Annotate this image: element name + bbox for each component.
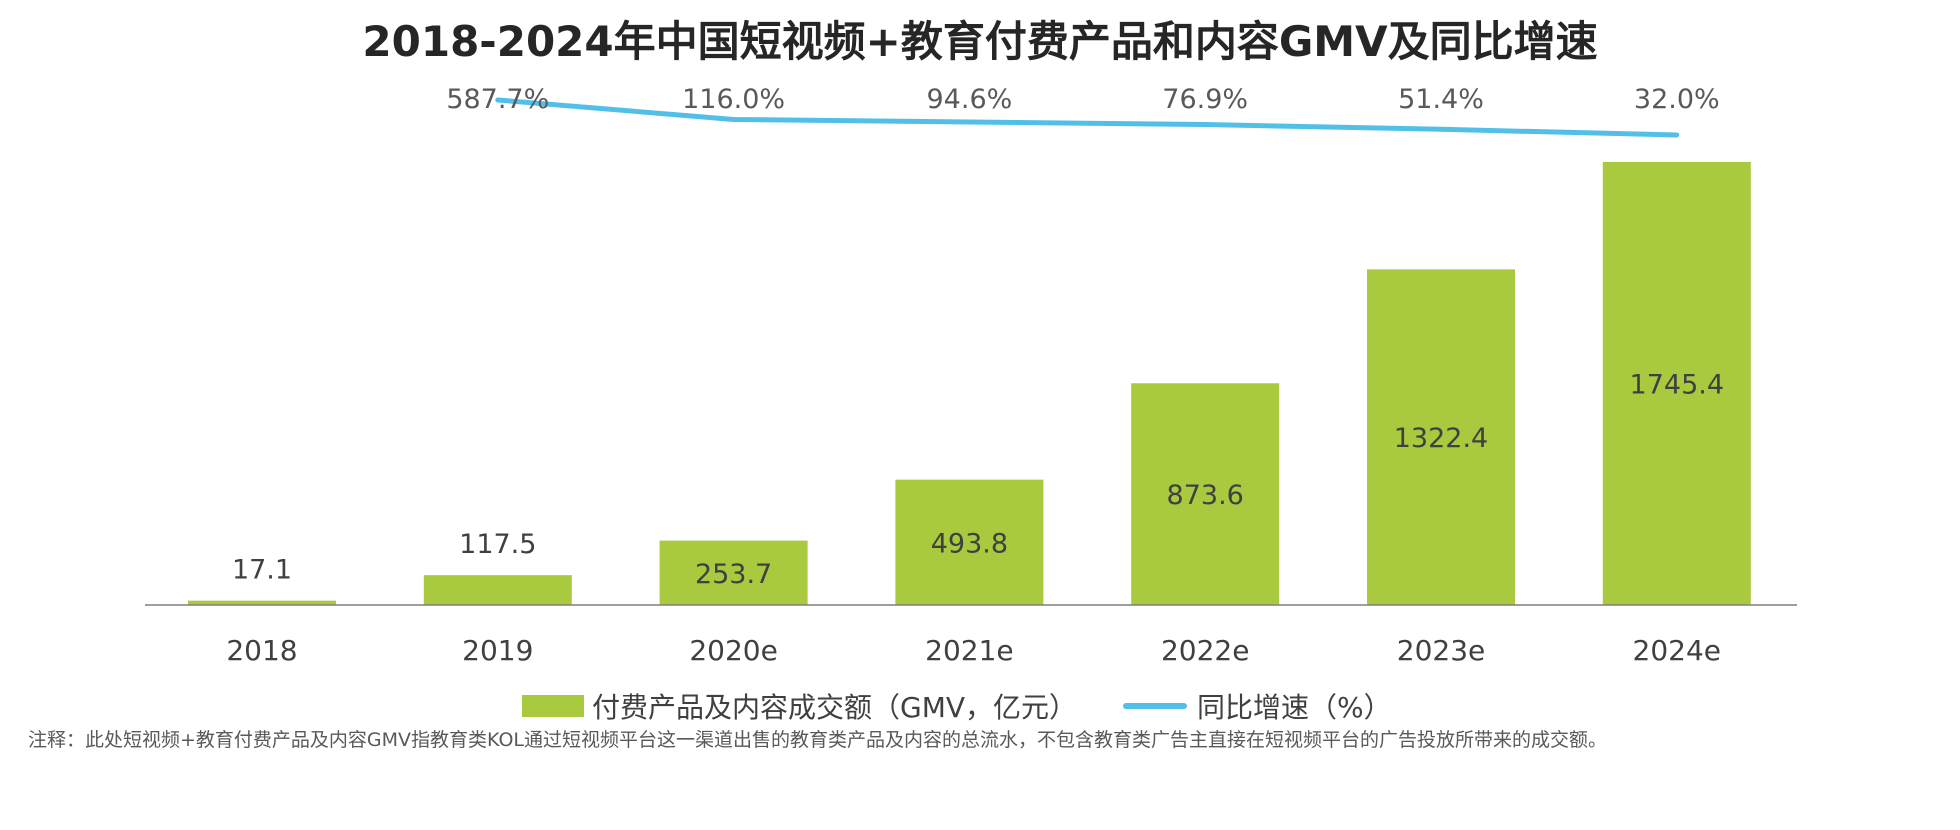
legend-growth-label: 同比增速（%）	[1197, 691, 1392, 724]
growth-label-2024e: 32.0%	[1634, 84, 1720, 115]
bar-value-label-2021e: 493.8	[931, 528, 1008, 559]
legend-item-growth: 同比增速（%）	[1123, 686, 1392, 726]
bar-value-label-2022e: 873.6	[1167, 480, 1244, 511]
legend-line-swatch-icon	[1123, 703, 1188, 709]
legend-bar-swatch-icon	[522, 695, 584, 717]
bar-2019	[423, 575, 572, 605]
x-tick-label-2024e: 2024e	[1633, 634, 1721, 667]
footnote: 注释：此处短视频+教育付费产品及内容GMV指教育类KOL通过短视频平台这一渠道出…	[28, 729, 1607, 751]
bar-2021e	[895, 479, 1044, 605]
x-tick-label-2019: 2019	[462, 634, 533, 667]
growth-line	[495, 97, 1680, 138]
bar-value-label-2024e: 1745.4	[1630, 370, 1724, 401]
legend: 付费产品及内容成交额（GMV，亿元） 同比增速（%）	[522, 686, 1438, 726]
bar-value-label-2019: 117.5	[459, 529, 536, 560]
bar-2023e	[1367, 269, 1515, 605]
growth-label-2021e: 94.6%	[927, 84, 1013, 115]
chart-title: 2018-2024年中国短视频+教育付费产品和内容GMV及同比增速	[362, 17, 1598, 66]
growth-label-2019: 587.7%	[446, 84, 549, 115]
legend-item-gmv: 付费产品及内容成交额（GMV，亿元）	[522, 686, 1077, 726]
x-tick-label-2021e: 2021e	[925, 634, 1013, 667]
legend-gmv-label: 付费产品及内容成交额（GMV，亿元）	[592, 691, 1078, 724]
x-tick-labels: 2018 2019 2020e 2021e 2022e 2023e 2024e	[226, 634, 1721, 667]
x-tick-label-2020e: 2020e	[689, 634, 777, 667]
growth-label-2020e: 116.0%	[682, 84, 785, 115]
bars-layer: 17.1 117.5 253.7 493.8 873.6 1322.4 1745.4	[188, 162, 1751, 605]
bar-2020e	[659, 540, 808, 605]
x-tick-label-2018: 2018	[226, 634, 297, 667]
growth-label-2023e: 51.4%	[1398, 84, 1484, 115]
x-tick-label-2022e: 2022e	[1161, 634, 1249, 667]
growth-line-layer: 587.7% 116.0% 94.6% 76.9% 51.4% 32.0%	[446, 84, 1720, 138]
bar-2022e	[1131, 383, 1280, 605]
bar-value-label-2018: 17.1	[232, 555, 292, 586]
bar-value-label-2020e: 253.7	[695, 559, 772, 590]
bar-2024e	[1602, 162, 1751, 605]
bar-value-label-2023e: 1322.4	[1394, 423, 1488, 454]
x-tick-label-2023e: 2023e	[1397, 634, 1485, 667]
growth-label-2022e: 76.9%	[1162, 84, 1248, 115]
bar-2018	[188, 600, 336, 605]
